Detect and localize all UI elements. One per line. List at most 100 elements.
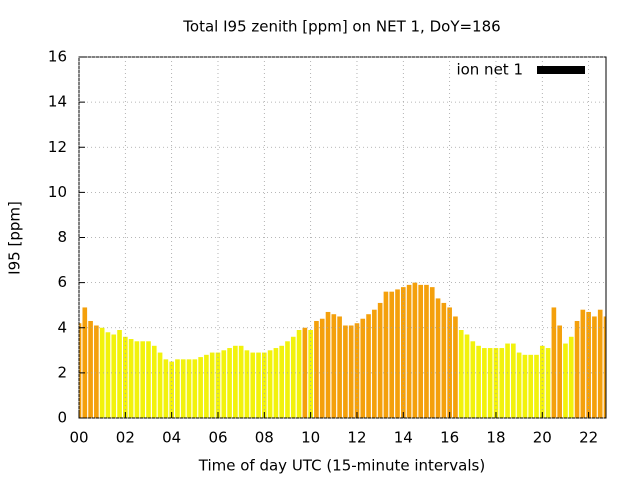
bar (209, 352, 215, 418)
bar (395, 289, 400, 418)
bar (186, 359, 192, 418)
bar (244, 350, 250, 418)
bar (325, 311, 331, 418)
bar (597, 309, 603, 418)
bar (273, 348, 279, 418)
bar (175, 359, 180, 418)
y-tick-label: 16 (48, 48, 67, 66)
bar (163, 359, 169, 418)
legend-swatch (537, 66, 585, 74)
y-tick-label: 0 (57, 409, 67, 427)
x-tick-label: 04 (162, 429, 181, 447)
bar (279, 345, 285, 418)
bar (470, 341, 476, 418)
x-tick-label: 06 (208, 429, 227, 447)
bar (586, 311, 591, 418)
x-tick-label: 02 (116, 429, 135, 447)
bar (94, 325, 99, 418)
bar (412, 282, 418, 418)
bar (592, 316, 597, 418)
bar (493, 348, 499, 418)
bar (441, 302, 447, 418)
bar (528, 354, 534, 418)
bar (238, 345, 244, 418)
x-tick-label: 10 (301, 429, 320, 447)
bars (79, 282, 606, 418)
bar (429, 287, 435, 418)
bar (487, 348, 493, 418)
bar (82, 307, 88, 418)
bar (516, 352, 522, 418)
bar (551, 307, 557, 418)
bar (157, 352, 163, 418)
bar (447, 307, 452, 418)
bar (319, 318, 325, 418)
bar (568, 336, 574, 418)
y-tick-label: 12 (48, 138, 67, 156)
x-tick-label: 12 (347, 429, 366, 447)
bar (267, 350, 273, 418)
bar (99, 327, 105, 418)
bar (418, 284, 423, 418)
bar (227, 348, 232, 418)
y-tick-label: 6 (57, 273, 67, 291)
bar (285, 341, 290, 418)
bar (464, 334, 470, 418)
bar (453, 316, 458, 418)
bar (296, 330, 302, 418)
bar (204, 354, 209, 418)
bar (499, 348, 505, 418)
x-tick-label: 00 (69, 429, 88, 447)
bar (505, 343, 510, 418)
y-tick-label: 10 (48, 183, 67, 201)
x-tick-label: 18 (486, 429, 505, 447)
bar (302, 327, 308, 418)
bar (400, 287, 406, 418)
bar (522, 354, 528, 418)
chart-title: Total I95 zenith [ppm] on NET 1, DoY=186 (182, 18, 500, 36)
bar (366, 314, 371, 418)
legend-label: ion net 1 (456, 61, 523, 79)
bar (476, 345, 481, 418)
bar (290, 336, 296, 418)
bar (111, 334, 117, 418)
bar (424, 284, 429, 418)
bar (574, 320, 580, 418)
y-axis-label: I95 [ppm] (6, 201, 24, 275)
bar (192, 359, 198, 418)
bar (88, 320, 93, 418)
bar (406, 284, 412, 418)
y-tick-label: 4 (57, 318, 67, 336)
x-tick-label: 20 (533, 429, 552, 447)
bar (360, 318, 366, 418)
bar (377, 302, 383, 418)
bar (198, 357, 203, 418)
bar (389, 291, 395, 418)
bar (354, 323, 360, 418)
bar (180, 359, 186, 418)
bar (435, 298, 441, 418)
bar (482, 348, 487, 418)
bar (221, 350, 227, 418)
bar (331, 314, 337, 418)
bar (580, 309, 586, 418)
bar (308, 330, 313, 418)
bar (128, 339, 134, 418)
bar (105, 332, 111, 418)
bar (383, 291, 389, 418)
bar (117, 330, 122, 418)
bar (134, 341, 140, 418)
bar (343, 325, 348, 418)
x-tick-label: 16 (440, 429, 459, 447)
bar (511, 343, 516, 418)
x-tick-label: 22 (579, 429, 598, 447)
bar (372, 309, 377, 418)
bar (233, 345, 238, 418)
y-tick-label: 2 (57, 363, 67, 381)
bar (250, 352, 256, 418)
bar (146, 341, 151, 418)
bar (79, 323, 82, 418)
y-tick-label: 8 (57, 228, 67, 246)
bar (563, 343, 568, 418)
